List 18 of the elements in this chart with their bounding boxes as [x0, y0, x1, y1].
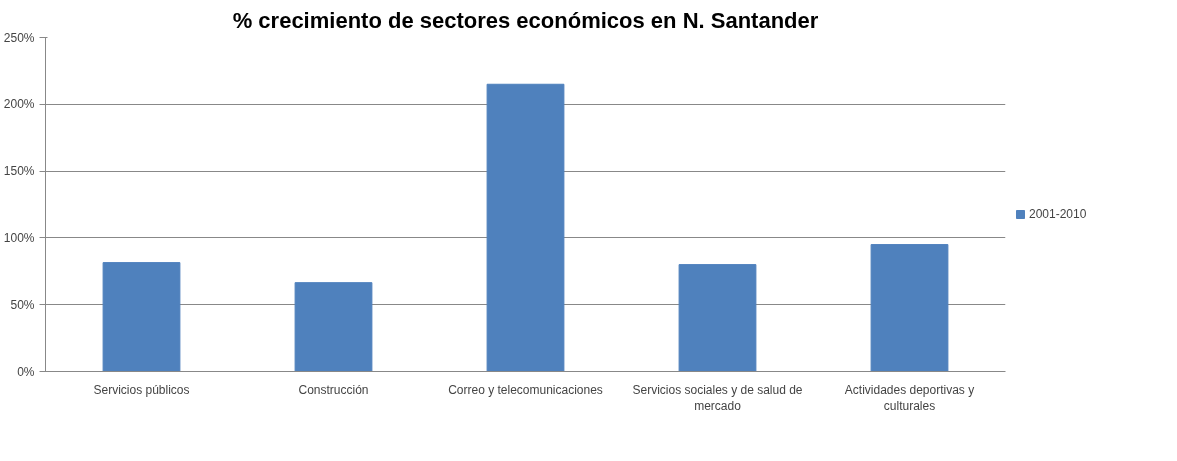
bar — [678, 264, 757, 372]
x-tick-label: Actividades deportivas y culturales — [844, 382, 975, 414]
y-tick-label: 100% — [3, 230, 35, 245]
y-tick-label: 0% — [17, 364, 35, 379]
y-tick-label: 250% — [3, 30, 35, 45]
y-tick-label: 50% — [10, 297, 35, 312]
y-tick-label: 150% — [3, 164, 35, 179]
x-tick-label: Correo y telecomunicaciones — [448, 382, 603, 397]
bar — [870, 244, 949, 372]
bar — [102, 262, 181, 372]
bar — [486, 83, 565, 372]
bar — [294, 282, 373, 372]
legend-label: 2001-2010 — [1029, 207, 1087, 221]
chart-title: % crecimiento de sectores económicos en N. Santander — [232, 7, 819, 33]
x-tick-label: Servicios públicos — [93, 382, 190, 397]
x-tick-label: Servicios sociales y de salud de mercado — [632, 382, 803, 414]
y-tick-label: 200% — [3, 97, 35, 112]
x-tick-label: Construcción — [298, 382, 369, 397]
